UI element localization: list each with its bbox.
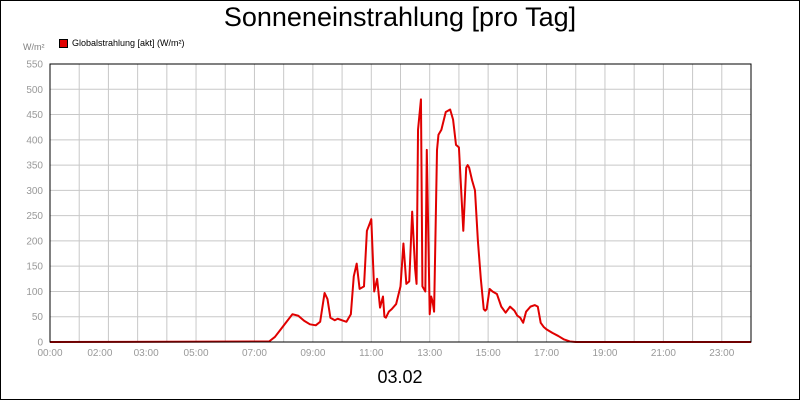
x-tick-label: 15:00 [476,348,501,359]
y-tick-label: 550 [26,60,43,71]
legend-swatch [59,38,68,48]
y-tick-label: 300 [26,186,43,197]
y-tick-label: 250 [26,211,43,222]
series-line-globalstrahlung [49,98,751,343]
y-tick-label: 0 [37,338,43,349]
x-tick-label: 19:00 [592,348,617,359]
y-tick-label: 150 [26,262,43,273]
x-tick-label: 17:00 [534,348,559,359]
x-tick-label: 23:00 [709,348,734,359]
y-unit-label: W/m² [23,42,45,52]
plot-border [49,63,752,343]
y-tick-label: 450 [26,110,43,121]
x-tick-label: 05:00 [184,348,209,359]
series-group [49,98,751,343]
y-tick-label: 50 [32,312,44,323]
x-axis-ticks: 00:00 02:00 03:00 05:00 07:00 09:00 11:00 13:00… [37,348,734,359]
legend: Globalstrahlung [akt] (W/m²) [59,38,185,48]
y-axis-ticks: 0 50 100 150 200 250 300 350 400 450 500 550 [26,60,43,349]
x-tick-label: 03:00 [134,348,159,359]
legend-series-label: Globalstrahlung [akt] (W/m²) [72,38,185,48]
x-tick-label: 11:00 [359,348,384,359]
y-tick-label: 500 [26,85,43,96]
x-tick-label: 00:00 [37,348,62,359]
y-tick-label: 100 [26,287,43,298]
x-tick-label: 09:00 [300,348,325,359]
x-tick-label: 13:00 [417,348,442,359]
chart-title: Sonneneinstrahlung [pro Tag] [223,2,577,32]
y-tick-label: 400 [26,135,43,146]
x-tick-label: 02:00 [87,348,112,359]
y-tick-label: 200 [26,236,43,247]
x-tick-label: 07:00 [242,348,267,359]
x-tick-label: 21:00 [651,348,676,359]
date-label: 03.02 [377,367,423,387]
y-tick-label: 350 [26,161,43,172]
